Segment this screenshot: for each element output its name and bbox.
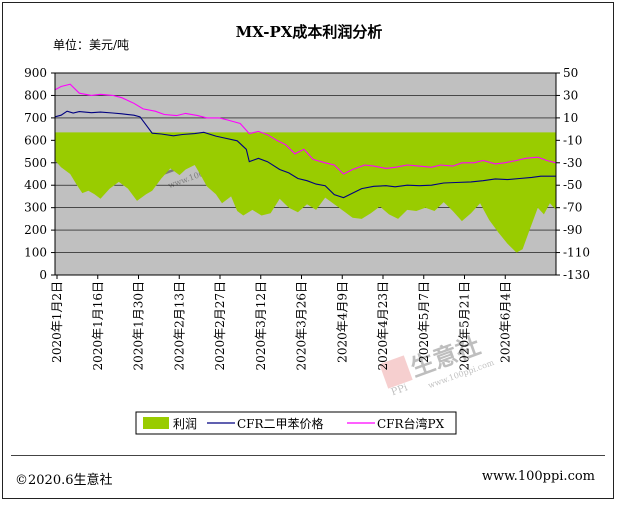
x-tick-label: 2020年1月30日	[132, 281, 146, 370]
right-tick-label: 30	[563, 88, 578, 102]
left-tick-label: 100	[24, 246, 47, 260]
left-tick-label: 500	[24, 156, 47, 170]
x-tick-label: 2020年4月23日	[376, 281, 390, 370]
left-tick-label: 700	[24, 111, 47, 125]
left-tick-label: 200	[24, 223, 47, 237]
watermark-logo-icon	[379, 355, 413, 389]
legend: 利润 CFR二甲苯价格 CFR台湾PX	[135, 411, 457, 435]
left-tick-label: 600	[24, 133, 47, 147]
right-tick-label: -130	[563, 268, 590, 282]
chart: MX-PX成本利润分析 单位：美元/吨 生意社www.100ppi.comPPi…	[24, 23, 590, 435]
footer-website: www.100ppi.com	[481, 469, 595, 484]
right-axis-ticks: -130 -110 -90 -70 -50 -30 -10 10 30 50	[556, 66, 590, 282]
chart-frame: MX-PX成本利润分析 单位：美元/吨 生意社 www.100ppi.com PPi…	[2, 2, 614, 499]
right-tick-label: 50	[563, 66, 578, 80]
x-tick-label: 2020年6月4日	[498, 281, 512, 363]
right-tick-label: -30	[563, 156, 582, 170]
x-tick-label: 2020年5月7日	[417, 281, 431, 363]
right-tick-label: -70	[563, 201, 582, 215]
x-axis-ticks: 2020年1月2日 2020年1月16日 2020年1月30日 2020年2月13日 2…	[50, 275, 512, 370]
right-tick-label: -50	[563, 178, 582, 192]
right-tick-label: 10	[563, 111, 578, 125]
left-axis-ticks: 0 100 200 300 400 500 600 700 800 900	[24, 66, 55, 282]
x-tick-label: 2020年3月12日	[254, 281, 268, 370]
x-tick-label: 2020年1月16日	[91, 281, 105, 370]
x-tick-label: 2020年3月26日	[295, 281, 309, 370]
footer-divider	[11, 455, 605, 456]
series-profit-area	[55, 132, 556, 253]
plot-border	[54, 72, 557, 276]
right-tick-label: -110	[563, 246, 590, 260]
chart-title: MX-PX成本利润分析	[236, 23, 383, 41]
x-tick-label: 2020年2月13日	[172, 281, 186, 370]
series-cfr-taiwan-px-line	[54, 83, 557, 175]
legend-label-profit: 利润	[173, 417, 197, 431]
left-tick-label: 800	[24, 88, 47, 102]
watermark-logo-letters: PPi	[390, 382, 409, 398]
legend-label-px: CFR台湾PX	[377, 416, 445, 431]
x-tick-label: 2020年2月27日	[213, 281, 227, 370]
left-tick-label: 900	[24, 66, 47, 80]
x-tick-label: 2020年4月9日	[335, 281, 349, 363]
footer-copyright: ©2020.6生意社	[15, 473, 113, 488]
series-cfr-mx-line	[54, 110, 556, 199]
legend-swatch-profit	[143, 417, 169, 429]
left-tick-label: 400	[24, 178, 47, 192]
left-tick-label: 0	[39, 268, 47, 282]
right-tick-label: -10	[563, 133, 582, 147]
right-tick-label: -90	[563, 223, 582, 237]
unit-label: 单位：美元/吨	[53, 37, 129, 52]
x-tick-label: 2020年1月2日	[50, 281, 64, 363]
legend-box	[135, 411, 457, 435]
x-tick-label: 2020年5月21日	[458, 281, 472, 370]
left-tick-label: 300	[24, 201, 47, 215]
legend-label-mx: CFR二甲苯价格	[237, 416, 324, 431]
